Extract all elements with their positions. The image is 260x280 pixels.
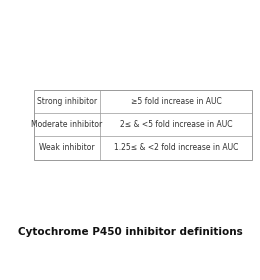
Text: ≥5 fold increase in AUC: ≥5 fold increase in AUC	[131, 97, 222, 106]
Text: Weak inhibitor: Weak inhibitor	[39, 143, 95, 152]
Text: Cytochrome P450 inhibitor definitions: Cytochrome P450 inhibitor definitions	[18, 227, 242, 237]
Text: 1.25≤ & <2 fold increase in AUC: 1.25≤ & <2 fold increase in AUC	[114, 143, 238, 152]
Text: Moderate inhibitor: Moderate inhibitor	[31, 120, 103, 129]
Text: 2≤ & <5 fold increase in AUC: 2≤ & <5 fold increase in AUC	[120, 120, 232, 129]
Text: Strong inhibitor: Strong inhibitor	[37, 97, 97, 106]
Bar	[34, 90, 252, 160]
